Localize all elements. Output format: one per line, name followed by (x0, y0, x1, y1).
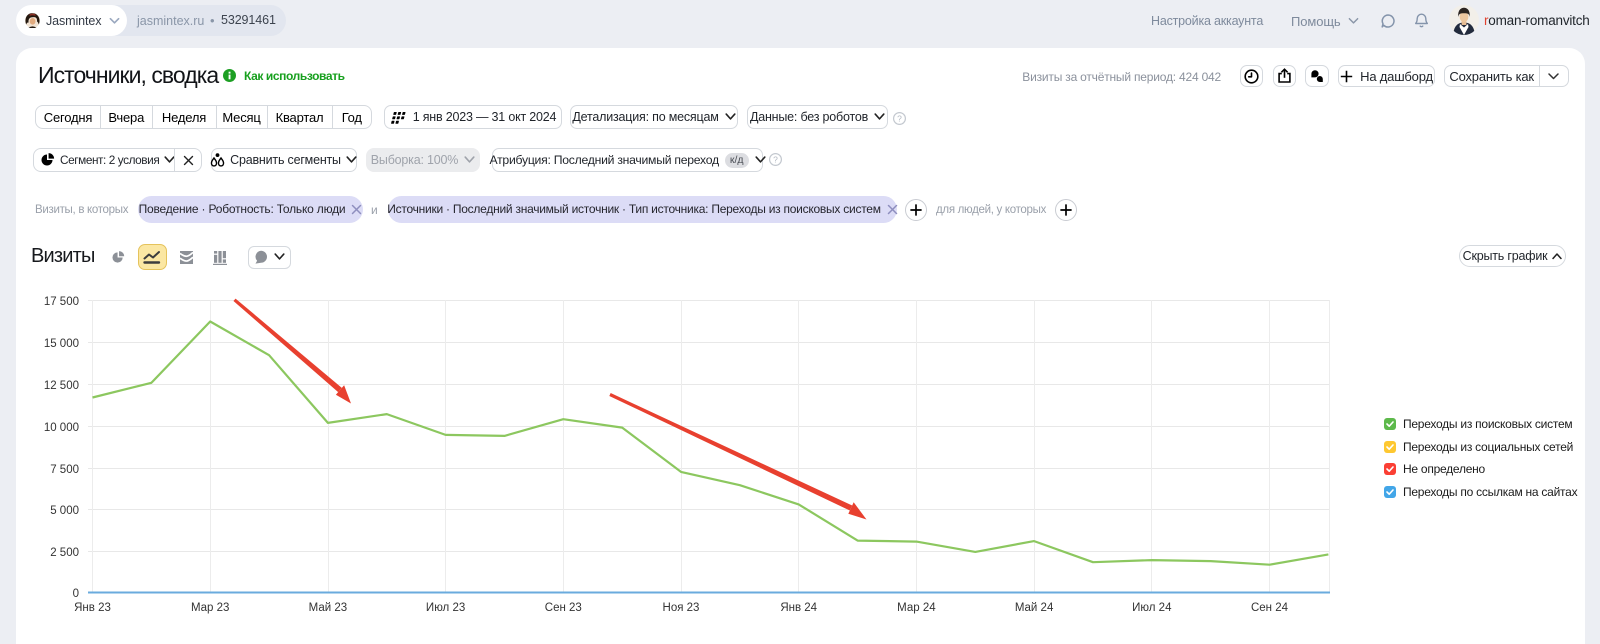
svg-text:15 000: 15 000 (44, 338, 79, 350)
svg-text:Май 24: Май 24 (1015, 602, 1054, 614)
svg-text:Июл 24: Июл 24 (1132, 602, 1172, 614)
svg-text:7 500: 7 500 (50, 464, 79, 476)
svg-text:?: ? (897, 113, 902, 123)
svg-text:17 500: 17 500 (44, 296, 79, 308)
svg-text:0: 0 (73, 588, 79, 600)
svg-text:Май 23: Май 23 (309, 602, 348, 614)
svg-text:Ноя 23: Ноя 23 (663, 602, 700, 614)
svg-text:Янв 23: Янв 23 (74, 602, 111, 614)
svg-text:2 500: 2 500 (50, 547, 79, 559)
svg-text:Июл 23: Июл 23 (426, 602, 465, 614)
svg-text:?: ? (773, 154, 778, 164)
svg-text:Сен 23: Сен 23 (545, 602, 582, 614)
svg-text:Сен 24: Сен 24 (1251, 602, 1289, 614)
svg-text:Мар 23: Мар 23 (191, 602, 230, 614)
svg-text:10 000: 10 000 (44, 422, 79, 434)
svg-text:Мар 24: Мар 24 (897, 602, 936, 614)
svg-text:Янв 24: Янв 24 (780, 602, 817, 614)
svg-text:5 000: 5 000 (50, 505, 79, 517)
svg-text:12 500: 12 500 (44, 380, 79, 392)
